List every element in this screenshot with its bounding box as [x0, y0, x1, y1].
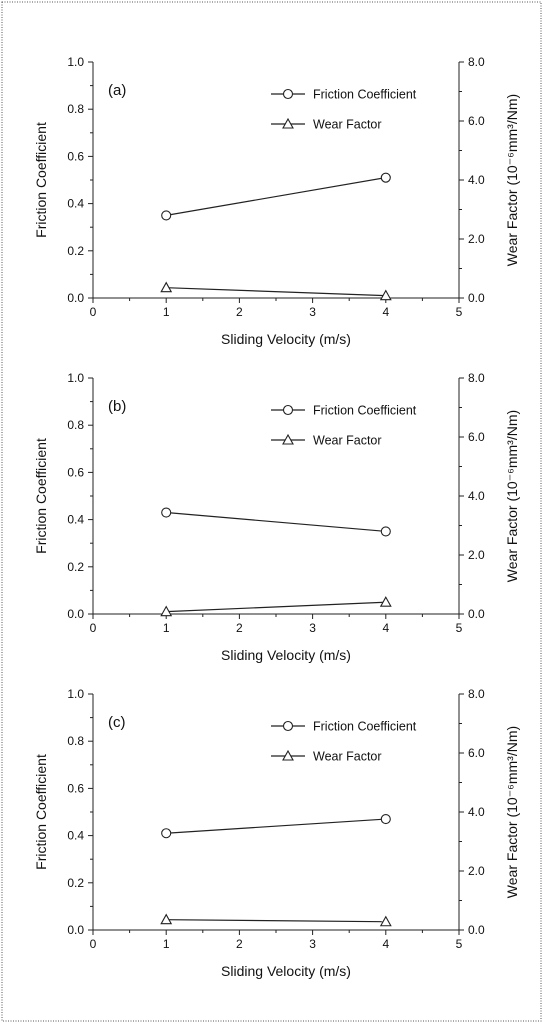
panel-2-wear-point	[160, 605, 173, 617]
panel-2-wear-point	[379, 596, 392, 607]
panel-1-panel-label: (a)	[108, 82, 126, 99]
panel-1-wear-point	[160, 281, 173, 293]
panel-2-x-tick-label: 1	[163, 621, 170, 635]
panel-3-x-tick-label: 2	[236, 937, 243, 951]
panel-2-x-tick-label: 0	[90, 621, 97, 635]
panel-1-series-line-wear	[166, 287, 386, 297]
panel-2-legend-label: Wear Factor	[313, 434, 382, 448]
panel-3-x-tick-label: 0	[90, 937, 97, 951]
panel-2-y-right-tick-label: 8.0	[468, 371, 485, 385]
panel-3-legend-label: Wear Factor	[313, 750, 382, 764]
panel-3-friction-point	[380, 814, 391, 825]
panel-1-y-left-tick-label: 0.6	[67, 149, 84, 163]
panel-2-y-left-tick-label: 0.8	[67, 418, 84, 432]
panel-2-y-right-tick-label: 0.0	[468, 607, 485, 621]
panel-3-y-right-tick-label: 4.0	[468, 805, 485, 819]
panel-2-legend-marker-triangle	[282, 433, 294, 445]
panel-1-y-right-tick-label: 8.0	[468, 55, 485, 69]
panel-2-x-tick-label: 2	[236, 621, 243, 635]
panel-1-x-tick-label: 1	[163, 305, 170, 319]
panel-2-legend-marker-circle	[282, 404, 294, 416]
panel-3-panel-label: (c)	[108, 714, 126, 731]
panel-3-y-left-axis-label: Friction Coefficient	[33, 754, 49, 870]
panel-2-y-right-tick-label: 6.0	[468, 430, 485, 444]
panel-1-friction-point	[161, 210, 172, 221]
panel-1-y-right-tick-label: 0.0	[468, 291, 485, 305]
panel-3-legend-marker-circle	[282, 720, 294, 732]
panel-2-y-left-tick-label: 1.0	[67, 371, 84, 385]
panel-1-x-tick-label: 0	[90, 305, 97, 319]
panel-1-y-right-tick-label: 4.0	[468, 173, 485, 187]
panel-3-legend-marker-triangle	[282, 749, 294, 761]
panel-1-legend-marker-triangle	[282, 117, 294, 129]
panel-1-y-right-tick-label: 6.0	[468, 114, 485, 128]
panel-2-x-tick-label: 5	[456, 621, 463, 635]
panel-3-y-left-tick-label: 0.8	[67, 734, 84, 748]
panel-2-x-axis-label: Sliding Velocity (m/s)	[221, 647, 351, 663]
panel-2-y-left-tick-label: 0.0	[67, 607, 84, 621]
panel-1-x-tick-label: 3	[309, 305, 316, 319]
panel-1-series-line-friction	[166, 177, 386, 216]
panel-3-x-tick-label: 4	[382, 937, 389, 951]
panel-2-y-right-tick-label: 2.0	[468, 548, 485, 562]
panel-2-x-tick-label: 4	[382, 621, 389, 635]
panel-3-wear-point	[160, 913, 173, 925]
panel-3-y-left-tick-label: 1.0	[67, 687, 84, 701]
panel-1-x-tick-label: 4	[382, 305, 389, 319]
panel-3-x-tick-label: 1	[163, 937, 170, 951]
panel-2-y-left-axis-label: Friction Coefficient	[33, 438, 49, 554]
panel-2-friction-point	[161, 507, 172, 518]
panel-1-friction-point	[380, 172, 391, 183]
panel-3-y-left-tick-label: 0.2	[67, 876, 84, 890]
panel-2-series-line-wear	[166, 601, 386, 613]
panel-1-legend-label: Friction Coefficient	[313, 88, 417, 102]
panel-1-y-left-axis-label: Friction Coefficient	[33, 122, 49, 238]
panel-1-y-right-axis-label: Wear Factor (10⁻⁶mm³/Nm)	[504, 94, 520, 266]
panel-3-legend-label: Friction Coefficient	[313, 720, 417, 734]
panel-3-y-left-tick-label: 0.6	[67, 781, 84, 795]
panel-1-x-tick-label: 2	[236, 305, 243, 319]
panel-1-y-left-tick-label: 0.8	[67, 102, 84, 116]
panel-2-y-left-tick-label: 0.4	[67, 513, 84, 527]
panel-2-friction-point	[380, 526, 391, 537]
panel-3-y-right-tick-label: 0.0	[468, 923, 485, 937]
panel-3-y-right-axis-label: Wear Factor (10⁻⁶mm³/Nm)	[504, 726, 520, 898]
panel-1-y-left-tick-label: 1.0	[67, 55, 84, 69]
panel-2-y-right-axis-label: Wear Factor (10⁻⁶mm³/Nm)	[504, 410, 520, 582]
panel-3-series-line-friction	[166, 818, 386, 834]
panel-3-friction-point	[161, 828, 172, 839]
panel-2-y-right-tick-label: 4.0	[468, 489, 485, 503]
panel-3-wear-point	[379, 915, 392, 927]
panel-1-legend-marker-circle	[282, 88, 294, 100]
panel-2-series-line-friction	[166, 511, 386, 532]
panel-3-x-axis-label: Sliding Velocity (m/s)	[221, 963, 351, 979]
panel-2-y-left-tick-label: 0.6	[67, 465, 84, 479]
panel-2-x-tick-label: 3	[309, 621, 316, 635]
panel-3-y-right-tick-label: 8.0	[468, 687, 485, 701]
panel-1-wear-point	[379, 289, 392, 301]
panel-3-series-line-wear	[166, 919, 386, 923]
panel-1-x-axis-label: Sliding Velocity (m/s)	[221, 331, 351, 347]
panel-2-legend-label: Friction Coefficient	[313, 404, 417, 418]
panel-1-legend-label: Wear Factor	[313, 118, 382, 132]
panel-1-y-right-tick-label: 2.0	[468, 232, 485, 246]
panel-3-y-left-tick-label: 0.0	[67, 923, 84, 937]
panel-1-y-left-tick-label: 0.2	[67, 244, 84, 258]
panel-2-panel-label: (b)	[108, 398, 126, 415]
panel-1-x-tick-label: 5	[456, 305, 463, 319]
panel-3-y-left-tick-label: 0.4	[67, 829, 84, 843]
panel-3-y-right-tick-label: 2.0	[468, 864, 485, 878]
panel-1-y-left-tick-label: 0.4	[67, 197, 84, 211]
panel-3-y-right-tick-label: 6.0	[468, 746, 485, 760]
panel-3-x-tick-label: 5	[456, 937, 463, 951]
panel-3-x-tick-label: 3	[309, 937, 316, 951]
panel-1-y-left-tick-label: 0.0	[67, 291, 84, 305]
panel-2-y-left-tick-label: 0.2	[67, 560, 84, 574]
